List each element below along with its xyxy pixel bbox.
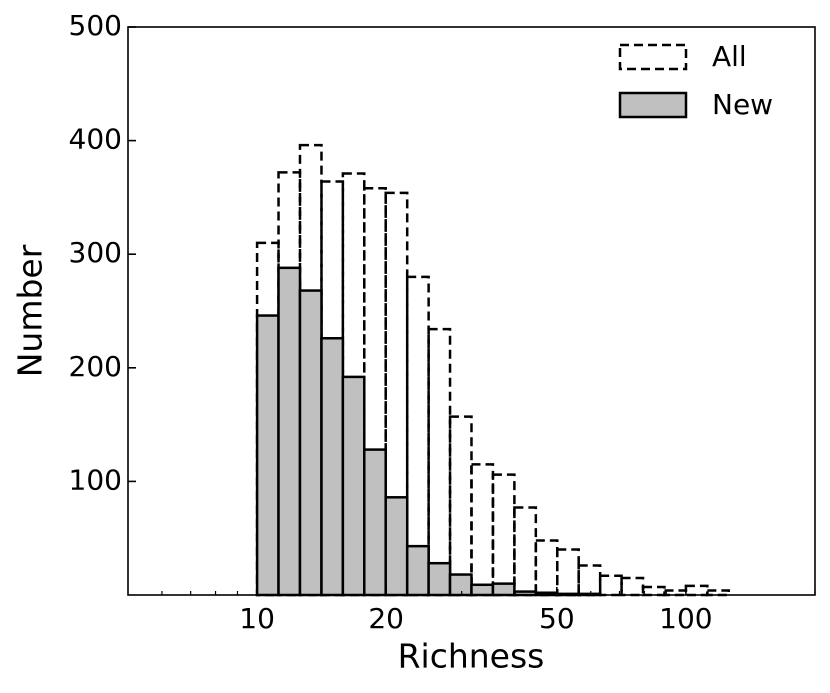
bar — [513, 506, 538, 597]
bar — [448, 573, 473, 597]
bar — [427, 327, 452, 597]
bar — [405, 544, 430, 597]
bar — [448, 415, 473, 597]
bar — [341, 375, 366, 597]
y-axis-label: Number — [11, 244, 50, 377]
y-tick-label: 200 — [69, 350, 122, 383]
x-axis-label: Richness — [398, 637, 545, 676]
x-tick-label: 10 — [239, 602, 275, 635]
bar — [298, 289, 323, 597]
bar — [470, 463, 495, 597]
bar — [255, 314, 280, 597]
y-tick-label: 400 — [69, 123, 122, 156]
legend-label: All — [712, 40, 747, 73]
legend-swatch — [618, 43, 688, 71]
bar — [620, 576, 645, 597]
bar — [556, 548, 580, 597]
y-tick-label: 100 — [69, 463, 122, 496]
y-tick-label: 500 — [69, 9, 122, 42]
bar — [277, 266, 302, 597]
bar — [384, 496, 409, 597]
bar — [491, 582, 516, 597]
bar — [534, 539, 559, 597]
bar — [684, 584, 709, 597]
bar — [598, 574, 623, 597]
bar — [427, 561, 452, 597]
legend-label: New — [712, 88, 773, 121]
x-tick-label: 20 — [368, 602, 404, 635]
bar — [577, 564, 602, 597]
x-tick-label: 100 — [659, 602, 712, 635]
x-tick-label: 50 — [539, 602, 575, 635]
legend-swatch — [618, 91, 688, 119]
bar — [491, 473, 516, 597]
bar — [470, 583, 495, 597]
y-tick-label: 300 — [69, 236, 122, 269]
bar — [363, 448, 387, 597]
bar — [641, 585, 666, 597]
bar — [320, 337, 345, 597]
plot-frame — [127, 26, 816, 596]
